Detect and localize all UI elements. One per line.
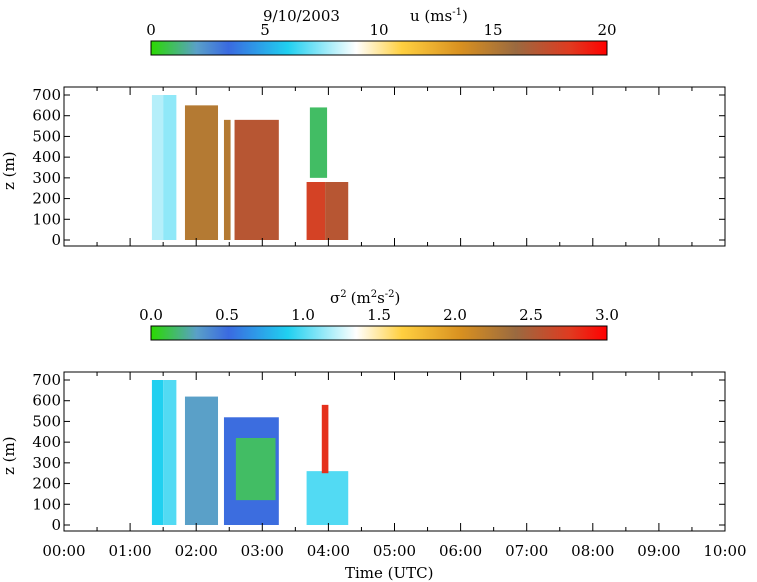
y-axis-label-1: z (m) — [0, 151, 18, 190]
heatmap-cell — [151, 380, 164, 525]
y-tick-label: 400 — [32, 148, 61, 166]
colorbar-2-tick-label: 0.0 — [139, 306, 163, 324]
x-tick-label: 04:00 — [307, 542, 350, 560]
colorbar-2-label: σ2 (m2s-2) — [330, 289, 400, 307]
colorbar-1-tick-label: 20 — [597, 21, 616, 39]
colorbar-1-tick-label: 10 — [369, 21, 388, 39]
heatmap-cell — [184, 396, 219, 525]
x-tick-label: 10:00 — [703, 542, 746, 560]
heatmap-cell — [163, 380, 177, 525]
heatmap-cell — [184, 105, 219, 240]
y-tick-label: 200 — [32, 190, 61, 208]
x-tick-label: 08:00 — [571, 542, 614, 560]
heatmap-cell — [309, 107, 328, 178]
colorbar-2-tick-label: 3.0 — [595, 306, 619, 324]
heatmap-cell — [306, 471, 349, 525]
colorbar-2-tick-label: 2.5 — [519, 306, 543, 324]
y-tick-label: 300 — [32, 454, 61, 472]
x-tick-label: 06:00 — [439, 542, 482, 560]
chart-title: 9/10/2003 — [263, 7, 340, 25]
colorbar-2-tick-label: 1.5 — [367, 306, 391, 324]
colorbar-2-tick-label: 0.5 — [215, 306, 239, 324]
y-tick-label: 300 — [32, 169, 61, 187]
y-tick-label: 200 — [32, 475, 61, 493]
x-tick-label: 03:00 — [241, 542, 284, 560]
y-tick-label: 100 — [32, 495, 61, 513]
heatmap-cell — [306, 182, 326, 240]
colorbar-2-tick-label: 1.0 — [291, 306, 315, 324]
y-tick-label: 100 — [32, 210, 61, 228]
heatmap-cell — [321, 404, 329, 474]
x-tick-label: 00:00 — [42, 542, 85, 560]
y-tick-label: 600 — [32, 392, 61, 410]
y-tick-label: 0 — [51, 516, 61, 534]
y-tick-label: 700 — [32, 86, 61, 104]
y-tick-label: 500 — [32, 412, 61, 430]
heatmap-cell — [234, 119, 279, 240]
heatmap-cell — [235, 438, 276, 501]
heatmap-cell — [325, 182, 349, 240]
y-tick-label: 700 — [32, 371, 61, 389]
x-axis-label: Time (UTC) — [345, 564, 434, 582]
y-tick-label: 400 — [32, 433, 61, 451]
heatmap-2 — [151, 380, 349, 525]
colorbar-1-label: u (ms-1) — [410, 7, 468, 25]
colorbar-1 — [150, 40, 608, 56]
colorbar-2 — [150, 325, 608, 341]
x-tick-label: 05:00 — [373, 542, 416, 560]
colorbar-1-tick-label: 15 — [483, 21, 502, 39]
y-tick-label: 600 — [32, 107, 61, 125]
colorbar-1-tick-label: 0 — [146, 21, 156, 39]
colorbar-2-tick-label: 2.0 — [443, 306, 467, 324]
x-tick-label: 01:00 — [108, 542, 151, 560]
colorbar-1-tick-label: 5 — [260, 21, 270, 39]
y-axis-label-2: z (m) — [0, 436, 18, 475]
heatmap-cell — [223, 119, 231, 240]
y-tick-label: 500 — [32, 127, 61, 145]
x-tick-label: 02:00 — [175, 542, 218, 560]
x-tick-label: 09:00 — [637, 542, 680, 560]
y-tick-label: 0 — [51, 231, 61, 249]
heatmap-1 — [151, 95, 349, 240]
heatmap-cell — [163, 95, 177, 240]
x-tick-label: 07:00 — [505, 542, 548, 560]
heatmap-cell — [151, 95, 164, 240]
